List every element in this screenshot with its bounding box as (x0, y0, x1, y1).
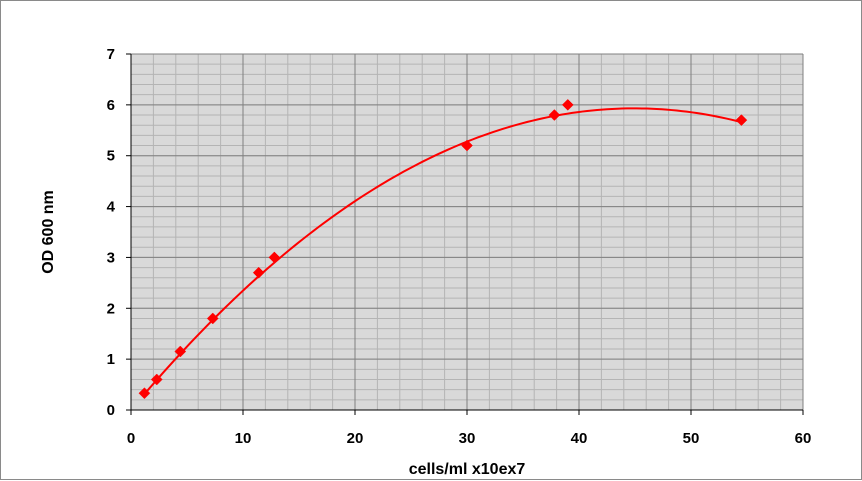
x-tick-label: 10 (235, 430, 252, 447)
y-axis-title: OD 600 nm (40, 190, 57, 274)
y-tick-label: 3 (107, 249, 115, 266)
x-tick-label: 0 (127, 430, 135, 447)
data-point (252, 266, 265, 279)
data-point (461, 139, 473, 152)
x-tick-labels: 0 10 20 30 40 50 60 (127, 430, 812, 447)
y-tick-label: 2 (107, 300, 115, 317)
x-axis-title: cells/ml x10ex7 (409, 461, 526, 478)
data-point (206, 312, 219, 325)
x-tick-label: 60 (795, 430, 812, 447)
y-tick-label: 0 (107, 402, 115, 419)
axes (126, 53, 804, 415)
y-tick-label: 1 (107, 351, 115, 368)
y-tick-label: 5 (107, 148, 115, 165)
data-point (268, 251, 281, 264)
data-point (138, 387, 151, 400)
data-point (548, 109, 561, 121)
y-tick-label: 4 (107, 199, 116, 216)
y-tick-label: 7 (107, 46, 115, 63)
x-tick-label: 50 (683, 430, 700, 447)
trendline (143, 107, 742, 395)
data-point (561, 99, 574, 111)
x-tick-label: 40 (571, 430, 588, 447)
data-point (150, 373, 163, 386)
data-point (735, 114, 748, 126)
y-tick-label: 6 (107, 97, 115, 114)
x-tick-label: 30 (459, 430, 476, 447)
y-tick-labels: 0 1 2 3 4 5 6 7 (107, 46, 116, 419)
data-point (174, 345, 187, 358)
data-points (138, 99, 748, 400)
x-tick-label: 20 (347, 430, 364, 447)
